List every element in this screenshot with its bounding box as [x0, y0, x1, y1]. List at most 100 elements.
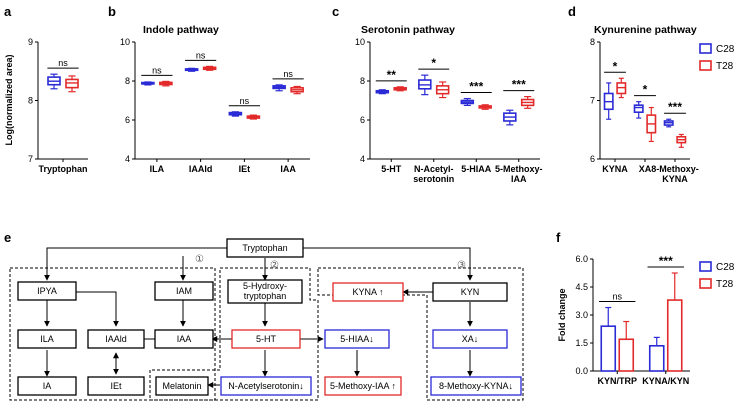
node-iet-box — [87, 376, 145, 396]
box-t28 — [616, 77, 627, 99]
node-tryptophan-box — [226, 238, 304, 258]
legend-top: C28 T28 — [699, 43, 735, 72]
node-xa-box — [432, 329, 508, 349]
node-methoxykyna: 8-Methoxy-KYNA↓ — [439, 381, 513, 391]
node-iaald-box — [87, 329, 145, 349]
legend-f-label-c28: C28 — [716, 262, 735, 273]
node-methoxykyna-box — [430, 376, 522, 396]
node-iaald: IAAld — [105, 334, 127, 344]
edge-trp-ipya — [44, 247, 227, 281]
y-tick-label-a: 8 — [28, 96, 33, 106]
node-nacetyl: N-Acetylserotonin↓ — [228, 381, 304, 391]
panel-label-a: a — [4, 4, 12, 19]
box-t28 — [478, 104, 492, 110]
y-label-a: Log(normalized area) — [4, 54, 14, 145]
x-category-label: IAA — [280, 164, 296, 174]
legend-f: C28 T28 — [699, 261, 735, 290]
box-c28 — [460, 97, 475, 106]
y-tick-label-f: 0.0 — [575, 366, 588, 376]
panel-label-c: c — [332, 4, 339, 19]
significance-label: *** — [469, 80, 483, 94]
box-t28 — [65, 75, 79, 93]
y-tick-label-b: 4 — [125, 154, 130, 164]
node-hiaa-box — [324, 329, 390, 349]
y-tick-label-f: 3.0 — [575, 310, 588, 320]
y-tick-label-d: 8 — [590, 37, 595, 47]
pathway-diagram: Tryptophan IPYA IAM ILA IAAld IAA IA IEt… — [9, 238, 524, 401]
box-c28 — [603, 82, 614, 120]
significance-label: ns — [58, 58, 68, 68]
box-t28 — [393, 86, 407, 92]
box-t28 — [290, 85, 304, 95]
panel-label-e: e — [4, 230, 11, 245]
y-tick-label-c: 6 — [360, 115, 365, 125]
significance-label: * — [613, 59, 618, 73]
node-hydroxytrp: 5-Hydroxy-tryptophan — [243, 281, 287, 301]
y-tick-label-c: 8 — [360, 76, 365, 86]
box-c28 — [418, 74, 432, 96]
y-tick-label-b: 6 — [125, 115, 130, 125]
node-ila: ILA — [40, 334, 54, 344]
box-body — [633, 104, 644, 114]
y-tick-label-f: 6.0 — [575, 254, 588, 264]
node-methoxyiaa: 5-Methoxy-IAA ↑ — [330, 381, 396, 391]
significance-label: ns — [240, 96, 250, 106]
bar-c28 — [600, 325, 617, 372]
y-tick-label-f: 1.5 — [575, 338, 588, 348]
significance-label: ** — [387, 68, 397, 82]
box-c28 — [47, 73, 61, 90]
x-category-label: N-Acetyl-serotonin — [413, 164, 454, 184]
box-c28 — [184, 67, 199, 72]
x-category-label: 5-Methoxy-IAA — [495, 164, 543, 184]
node-hydroxytrp-box — [227, 279, 303, 304]
box-c28 — [503, 109, 517, 126]
y-tick-label-b: 10 — [120, 37, 130, 47]
node-iam: IAM — [176, 286, 192, 296]
node-ipya: IPYA — [37, 286, 57, 296]
chart-a: 7 8 9 Log(normalized area) Tryptophan ns — [4, 37, 88, 174]
x-category-label: 5-HT — [381, 164, 402, 174]
node-kyna-box — [332, 282, 404, 302]
legend-swatch-c28 — [699, 43, 712, 54]
node-melatonin-box — [155, 376, 209, 396]
region-kynurenine — [317, 267, 524, 401]
node-methoxyiaa-box — [324, 376, 402, 396]
legend-f-swatch-t28 — [699, 278, 712, 289]
box-t28 — [646, 106, 657, 143]
node-nacetyl-box — [220, 376, 312, 396]
route-marker-2: ② — [270, 260, 279, 271]
box-t28 — [435, 81, 450, 99]
y-tick-label-a: 7 — [28, 154, 33, 164]
node-iaa-box — [154, 329, 214, 349]
y-tick-label-d: 7 — [590, 96, 595, 106]
x-category-label: KYN/TRP — [597, 376, 637, 386]
x-category-label: KYNA — [602, 164, 628, 174]
y-label-f: Fold change — [557, 288, 567, 341]
x-category-label: 5-HIAA — [461, 164, 492, 174]
significance-label: * — [643, 83, 648, 97]
node-kyna: KYNA ↑ — [352, 287, 383, 297]
node-iaa: IAA — [177, 334, 192, 344]
legend-swatch-t28 — [699, 60, 712, 71]
node-ht-box — [231, 329, 301, 349]
node-tryptophan: Tryptophan — [242, 243, 287, 253]
significance-label: * — [431, 56, 436, 70]
significance-label: ns — [283, 69, 293, 79]
x-category-label: 8-Methoxy-KYNA — [651, 164, 699, 184]
panel-title-d: Kynurenine pathway — [594, 24, 697, 36]
box-t28 — [246, 114, 261, 120]
node-ipya-box — [17, 281, 77, 301]
x-category-label: KYNA/KYN — [642, 376, 689, 386]
significance-label: ns — [152, 65, 162, 75]
significance-label: *** — [659, 254, 673, 268]
node-ia: IA — [43, 381, 52, 391]
node-ila-box — [17, 329, 77, 349]
node-kyn: KYN — [461, 287, 480, 297]
box-c28 — [141, 81, 155, 86]
significance-label: *** — [668, 100, 682, 114]
y-tick-label-b: 8 — [125, 76, 130, 86]
chart-c: 4 6 8 10 5-HT ** N-Acetyl-serotonin * 5-HIAA *** 5… — [355, 37, 543, 184]
legend-label-t28: T28 — [716, 61, 734, 72]
box-t28 — [676, 133, 687, 148]
